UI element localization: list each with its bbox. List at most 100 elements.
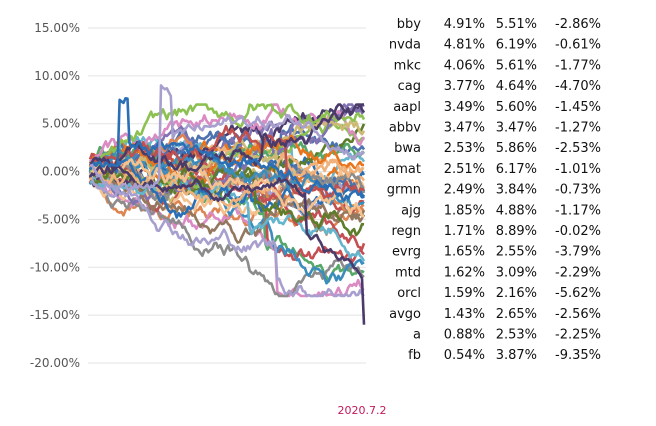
table-value-3: -0.02%: [555, 224, 601, 239]
table-value-2: 4.88%: [496, 203, 537, 218]
table-value-3: -1.45%: [555, 100, 601, 115]
table-row: regn 1.71% 8.89% -0.02%: [391, 224, 601, 239]
table-row: bby 4.91% 5.51% -2.86%: [397, 17, 601, 32]
table-ticker: bwa: [394, 141, 421, 156]
table-value-1: 4.91%: [444, 17, 485, 32]
table-value-3: -1.77%: [555, 58, 601, 73]
y-tick-label: -20.00%: [30, 356, 80, 370]
table-value-2: 3.47%: [496, 121, 537, 136]
table-value-1: 3.49%: [444, 100, 485, 115]
y-tick-label: -15.00%: [30, 308, 80, 322]
series-line: [89, 103, 366, 173]
table-ticker: cag: [398, 79, 421, 94]
table-value-2: 3.87%: [496, 348, 537, 363]
table-value-2: 8.89%: [496, 224, 537, 239]
table-row: bwa 2.53% 5.86% -2.53%: [394, 141, 601, 156]
table-value-2: 5.86%: [496, 141, 537, 156]
table-value-3: -1.01%: [555, 162, 601, 177]
table-ticker: bby: [397, 17, 422, 32]
series-line: [88, 152, 365, 207]
table-value-1: 0.88%: [444, 328, 485, 343]
table-value-2: 2.53%: [496, 328, 537, 343]
table-value-1: 4.06%: [444, 58, 485, 73]
table-value-2: 5.60%: [496, 100, 537, 115]
table-value-3: -2.86%: [555, 17, 601, 32]
table-value-3: -3.79%: [555, 245, 601, 260]
table-row: abbv 3.47% 3.47% -1.27%: [389, 121, 601, 136]
y-tick-label: 0.00%: [42, 165, 80, 179]
table-value-2: 3.09%: [496, 265, 537, 280]
table-ticker: mtd: [395, 265, 421, 280]
table-value-3: -4.70%: [555, 79, 601, 94]
table-value-3: -1.17%: [555, 203, 601, 218]
table-ticker: nvda: [389, 38, 421, 53]
table-ticker: a: [413, 328, 421, 343]
table-row: a 0.88% 2.53% -2.25%: [413, 328, 601, 343]
table-row: cag 3.77% 4.64% -4.70%: [398, 79, 601, 94]
table-value-1: 2.53%: [444, 141, 485, 156]
table-row: orcl 1.59% 2.16% -5.62%: [397, 286, 601, 301]
table-ticker: aapl: [393, 100, 421, 115]
table-ticker: avgo: [389, 307, 421, 322]
table-row: mtd 1.62% 3.09% -2.29%: [395, 265, 601, 280]
table-row: mkc 4.06% 5.61% -1.77%: [394, 58, 601, 73]
table-ticker: amat: [387, 162, 421, 177]
table-value-1: 3.47%: [444, 121, 485, 136]
table-value-1: 2.49%: [444, 183, 485, 198]
table-value-1: 2.51%: [444, 162, 485, 177]
series-line: [89, 124, 365, 201]
series-line: [88, 157, 366, 219]
table-value-1: 0.54%: [444, 348, 485, 363]
table-ticker: orcl: [397, 286, 421, 301]
table-value-1: 1.62%: [444, 265, 485, 280]
table-row: evrg 1.65% 2.55% -3.79%: [392, 245, 601, 260]
table-value-2: 2.65%: [496, 307, 537, 322]
table-row: grmn 2.49% 3.84% -0.73%: [387, 183, 601, 198]
table-value-3: -0.73%: [555, 183, 601, 198]
table-value-3: -2.53%: [555, 141, 601, 156]
series-line: [89, 84, 365, 193]
table-value-1: 1.43%: [444, 307, 485, 322]
y-tick-label: 10.00%: [34, 69, 80, 83]
y-tick-label: 15.00%: [34, 21, 80, 35]
table-value-1: 4.81%: [444, 38, 485, 53]
y-tick-label: -5.00%: [38, 212, 80, 226]
table-ticker: evrg: [392, 245, 421, 260]
table-value-3: -0.61%: [555, 38, 601, 53]
table-value-2: 6.19%: [496, 38, 537, 53]
table-value-2: 5.61%: [496, 58, 537, 73]
table-value-3: -9.35%: [555, 348, 601, 363]
table-row: ajg 1.85% 4.88% -1.17%: [401, 203, 601, 218]
table-value-2: 2.16%: [496, 286, 537, 301]
series-line: [89, 169, 365, 298]
table-value-2: 5.51%: [496, 17, 537, 32]
table-row: amat 2.51% 6.17% -1.01%: [387, 162, 601, 177]
table-value-1: 3.77%: [444, 79, 485, 94]
table-value-2: 3.84%: [496, 183, 537, 198]
y-tick-label: -10.00%: [30, 260, 80, 274]
series-line: [88, 158, 365, 218]
table-ticker: grmn: [387, 183, 421, 198]
table-value-3: -5.62%: [555, 286, 601, 301]
table-ticker: abbv: [389, 121, 421, 136]
series-line: [88, 172, 365, 298]
table-value-3: -1.27%: [555, 121, 601, 136]
table-value-2: 2.55%: [496, 245, 537, 260]
y-axis: 15.00% 10.00% 5.00% 0.00% -5.00% -10.00% -15.0…: [30, 21, 80, 370]
series-line: [88, 171, 365, 298]
table-ticker: mkc: [394, 58, 421, 73]
table-row: fb 0.54% 3.87% -9.35%: [408, 348, 601, 363]
table-value-2: 6.17%: [496, 162, 537, 177]
line-series-group: [88, 84, 366, 325]
table-value-3: -2.29%: [555, 265, 601, 280]
footer-date: 2020.7.2: [338, 404, 387, 417]
series-line: [88, 97, 366, 202]
table-row: nvda 4.81% 6.19% -0.61%: [389, 38, 601, 53]
table-value-3: -2.56%: [555, 307, 601, 322]
series-line: [88, 106, 365, 206]
table-ticker: ajg: [401, 203, 421, 218]
table-row: avgo 1.43% 2.65% -2.56%: [389, 307, 601, 322]
table-value-1: 1.85%: [444, 203, 485, 218]
table-ticker: regn: [391, 224, 421, 239]
